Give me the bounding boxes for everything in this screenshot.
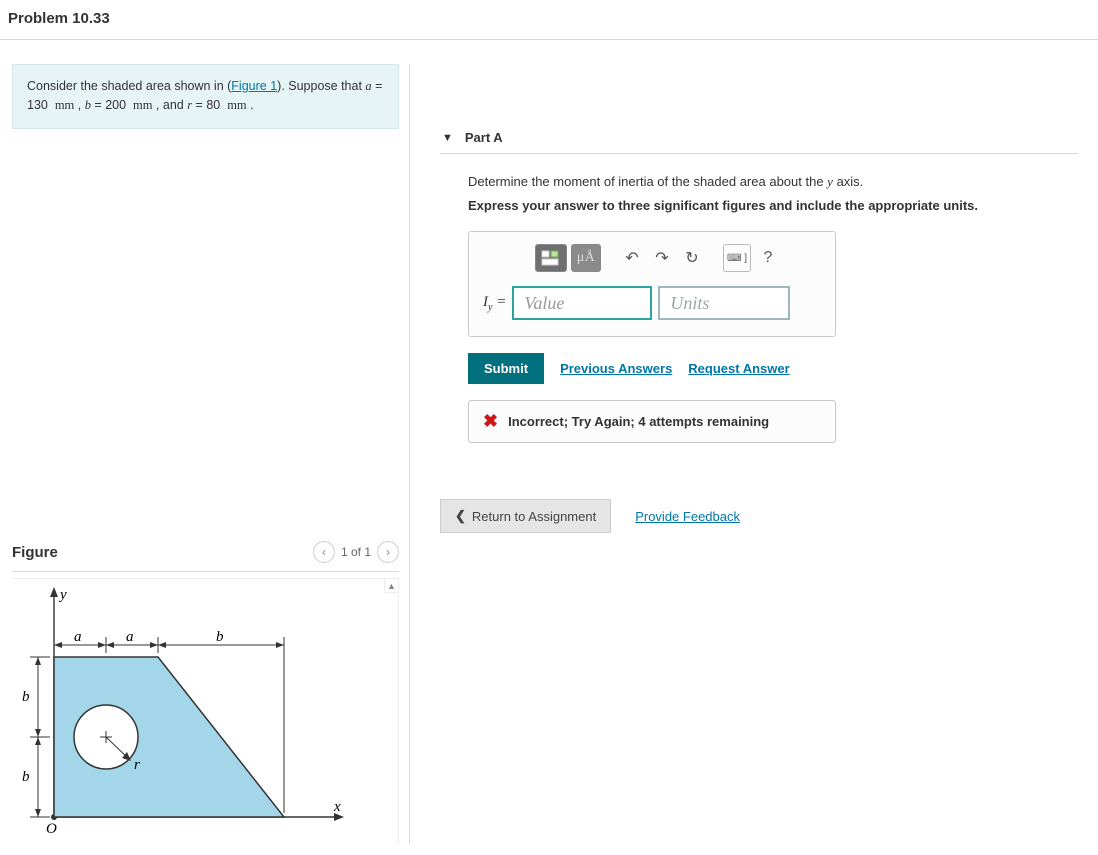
pager-next-button[interactable]: ›: [377, 541, 399, 563]
units-input[interactable]: Units: [658, 286, 790, 320]
answer-box: μÅ ↶ ↷ ↻ ⌨︎ ] ? Iy = Value Units: [468, 231, 836, 337]
answer-variable-label: Iy =: [483, 294, 506, 313]
divider: [0, 39, 1098, 40]
pager-prev-button[interactable]: ‹: [313, 541, 335, 563]
label-b-top: b: [216, 629, 224, 645]
unit-a: mm: [55, 98, 74, 112]
scroll-up-icon[interactable]: ▲: [384, 579, 398, 593]
label-O: O: [46, 821, 57, 837]
value-input[interactable]: Value: [512, 286, 652, 320]
var-a: a: [365, 79, 371, 93]
figure-pager: ‹ 1 of 1 ›: [313, 541, 399, 563]
previous-answers-link[interactable]: Previous Answers: [560, 361, 672, 376]
feedback-text: Incorrect; Try Again; 4 attempts remaini…: [508, 414, 769, 429]
label-a1: a: [74, 629, 82, 645]
val-r: 80: [206, 98, 220, 112]
right-column: ▼ Part A Determine the moment of inertia…: [410, 64, 1098, 844]
submit-button[interactable]: Submit: [468, 353, 544, 384]
chevron-left-icon: ❮: [455, 508, 466, 524]
undo-button[interactable]: ↶: [619, 244, 645, 272]
label-a2: a: [126, 629, 134, 645]
left-column: Consider the shaded area shown in (Figur…: [0, 64, 410, 844]
prompt-prefix: Consider the shaded area shown in (: [27, 79, 231, 93]
error-icon: ✖: [483, 411, 498, 432]
redo-button[interactable]: ↷: [649, 244, 675, 272]
return-label: Return to Assignment: [472, 509, 596, 524]
val-a: 130: [27, 98, 48, 112]
reset-button[interactable]: ↻: [679, 244, 705, 272]
templates-button[interactable]: [535, 244, 567, 272]
prompt-suffix: ). Suppose that: [277, 79, 365, 93]
unit-b: mm: [133, 98, 152, 112]
question-text: Determine the moment of inertia of the s…: [468, 174, 1078, 190]
label-y: y: [58, 587, 67, 603]
val-b: 200: [105, 98, 126, 112]
figure-canvas: ▲ y x O: [12, 578, 399, 844]
help-button[interactable]: ?: [755, 244, 781, 272]
problem-title: Problem 10.33: [0, 0, 1098, 39]
part-a-label: Part A: [465, 130, 503, 145]
greek-button[interactable]: μÅ: [571, 244, 601, 272]
label-b2: b: [22, 769, 30, 785]
feedback-box: ✖ Incorrect; Try Again; 4 attempts remai…: [468, 400, 836, 443]
pager-text: 1 of 1: [341, 545, 371, 559]
unit-r: mm: [227, 98, 246, 112]
return-to-assignment-button[interactable]: ❮ Return to Assignment: [440, 499, 611, 533]
label-x: x: [333, 799, 341, 815]
figure-svg: y x O: [12, 579, 372, 839]
question-instruction: Express your answer to three significant…: [468, 198, 1078, 213]
var-b: b: [85, 98, 91, 112]
figure-link[interactable]: Figure 1: [231, 79, 277, 93]
label-r: r: [134, 757, 140, 773]
keyboard-button[interactable]: ⌨︎ ]: [723, 244, 751, 272]
collapse-caret-icon: ▼: [442, 132, 453, 144]
problem-prompt: Consider the shaded area shown in (Figur…: [12, 64, 399, 129]
var-r: r: [187, 98, 192, 112]
figure-title: Figure: [12, 544, 58, 561]
request-answer-link[interactable]: Request Answer: [688, 361, 789, 376]
figure-section: Figure ‹ 1 of 1 › ▲ y x: [12, 537, 399, 844]
part-a-header[interactable]: ▼ Part A: [440, 124, 1078, 154]
label-b1: b: [22, 689, 30, 705]
answer-toolbar: μÅ ↶ ↷ ↻ ⌨︎ ] ?: [483, 242, 821, 286]
provide-feedback-link[interactable]: Provide Feedback: [635, 509, 740, 524]
